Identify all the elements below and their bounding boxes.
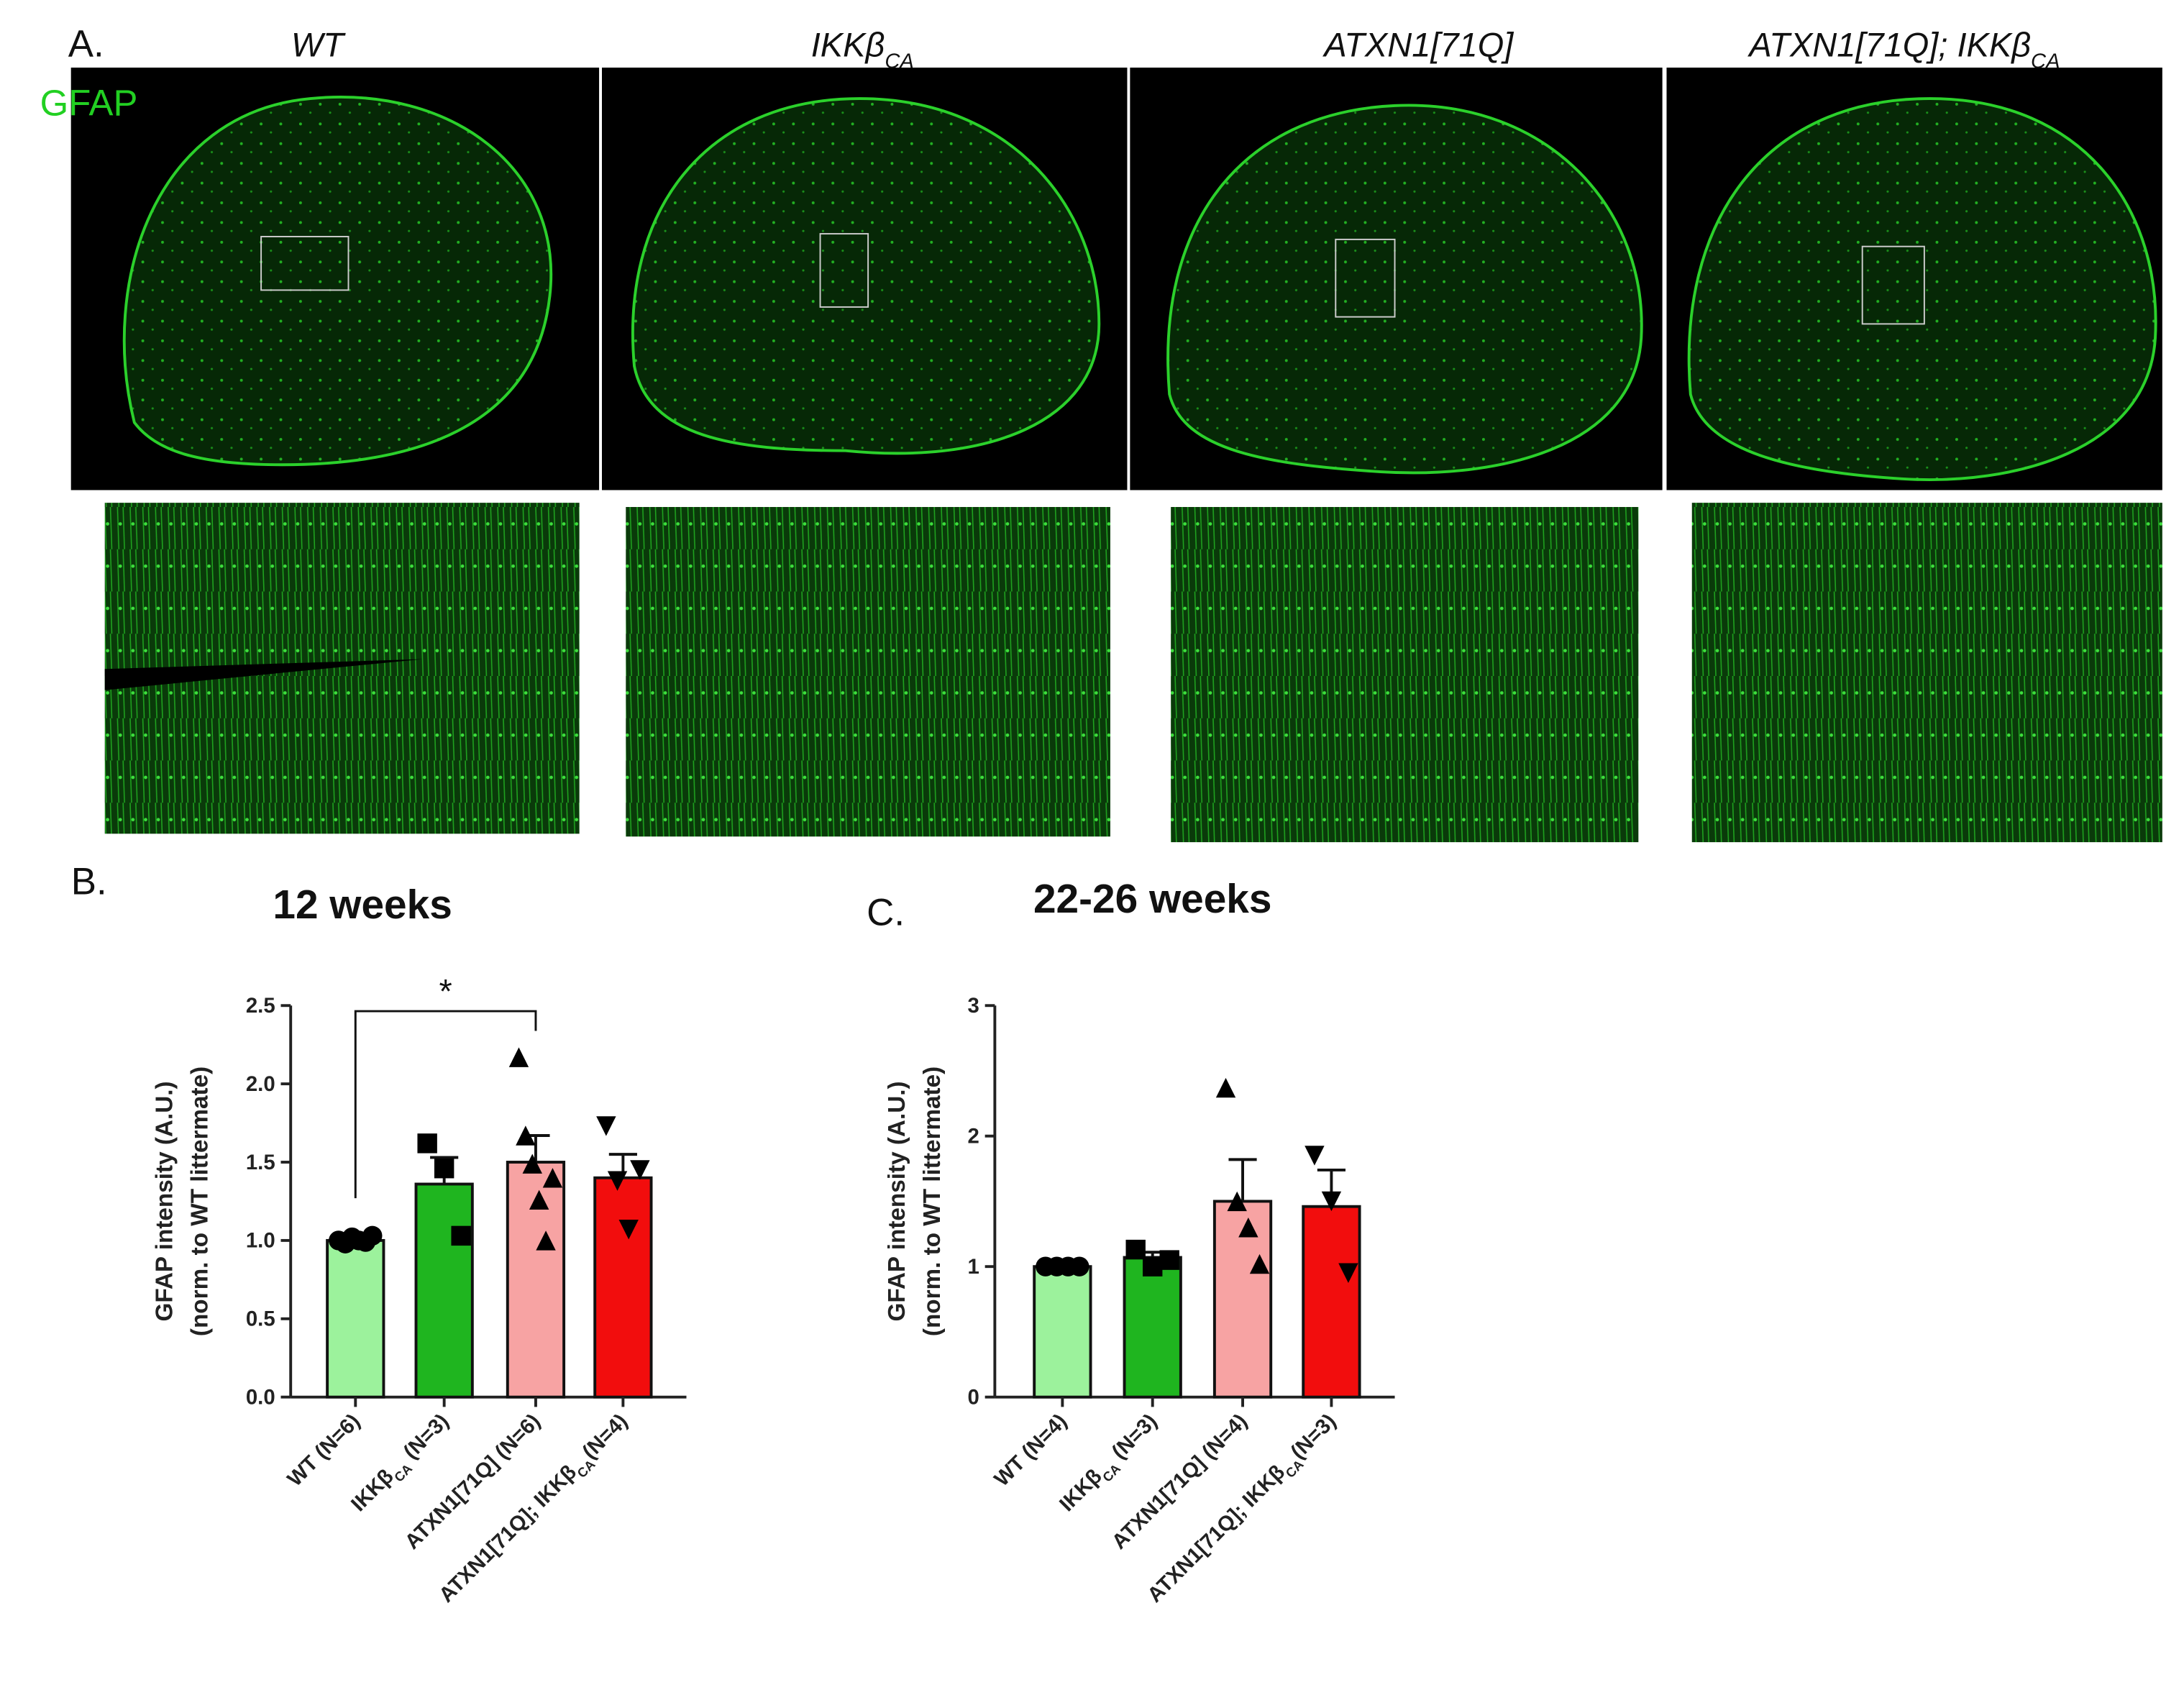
zoom-micrograph [1171,507,1639,843]
y-axis-label: GFAP intensity (A.U.) [152,1081,178,1321]
text-segment: WT (N=4) [990,1410,1072,1492]
y-tick-label: 2.0 [246,1072,275,1096]
text-segment: WT (N=6) [283,1410,365,1492]
text-segment: IKKβ [347,1464,398,1516]
genotype-label: ATXN1[71Q] [1322,25,1514,63]
data-point [417,1133,437,1154]
tissue [631,97,1101,455]
micrographs [70,68,2162,843]
zoom-micrograph [626,507,1110,837]
x-tick-label: ATXN1[71Q]; IKKβCA(N=4) [434,1410,636,1611]
tissue [1687,97,2157,481]
bar [1033,1265,1092,1399]
data-point [362,1225,383,1246]
text-segment: IKKβ [1055,1464,1107,1516]
x-tick-label: ATXN1[71Q]; IKKβCA(N=3) [1143,1410,1344,1611]
data-point [1338,1263,1358,1283]
data-point [1159,1250,1179,1270]
data-point [434,1159,454,1179]
y-axis-label: GFAP intensity (A.U.) [884,1081,910,1321]
text-segment: ATXN1[71Q] [1322,25,1514,63]
panel-label: A. [68,22,104,65]
y-tick-label: 0 [967,1385,979,1409]
bar [593,1176,653,1399]
data-point [630,1160,650,1180]
subscript: CA [885,50,913,73]
data-point [516,1125,536,1146]
y-axis-label: (norm. to WT littermate) [187,1066,214,1336]
text-segment: (N=3) [395,1410,454,1469]
zoom-micrograph [1691,503,2162,843]
subscript: CA [2031,50,2060,73]
y-tick-label: 3 [967,994,979,1018]
data-point [1125,1239,1146,1260]
genotype-label: WT [291,25,346,63]
inset-box [1861,245,1925,325]
data-point [1143,1256,1163,1276]
data-point [618,1219,639,1240]
text-segment: WT [291,25,346,63]
data-point [508,1047,529,1067]
y-tick-label: 0.0 [246,1385,275,1409]
bar [1302,1205,1361,1399]
y-tick-label: 2 [967,1125,979,1148]
x-tick-label: WT (N=4) [990,1410,1072,1492]
text-segment: ATXN1[71Q]; IKKβ [1747,25,2031,63]
data-point [529,1189,549,1210]
bar [326,1238,385,1399]
data-point [1305,1146,1325,1166]
chart-title: 12 weeks [273,882,452,928]
data-point [522,1154,542,1174]
y-axis-label: (norm. to WT littermate) [919,1066,946,1336]
y-tick-label: 0.5 [246,1307,275,1331]
y-tick-label: 2.5 [246,994,275,1018]
data-point [607,1171,628,1191]
data-point [1069,1256,1089,1276]
bar [1123,1256,1182,1399]
significance-bracket [354,1010,537,1199]
data-point [451,1225,471,1246]
data-point [1321,1191,1342,1212]
significance-label: * [439,972,452,1010]
data-point [542,1168,563,1188]
data-point [1249,1253,1270,1274]
chart-title: 22-26 weeks [1033,877,1271,922]
text-segment: (N=3) [1286,1410,1340,1464]
data-point [596,1116,616,1136]
tissue [122,96,553,467]
error-bar [1228,1158,1257,1202]
inset-box [260,236,349,291]
stain-label: GFAP [40,83,138,124]
genotype-label: ATXN1[71Q]; IKKβCA [1747,25,2060,73]
text-segment: (N=3) [1103,1410,1162,1469]
x-tick-label: WT (N=6) [283,1410,365,1492]
text-segment: IKKβ [811,25,885,63]
data-point [1215,1077,1236,1098]
panel-label: C. [867,892,905,934]
y-tick-label: 1.5 [246,1151,275,1174]
y-tick-label: 1.0 [246,1229,275,1253]
bar [414,1182,474,1399]
data-point [536,1230,556,1251]
tissue [1166,104,1643,475]
panel-label: B. [71,861,107,903]
data-point [1238,1218,1258,1238]
inset-box [1335,238,1396,318]
y-tick-label: 1 [967,1255,979,1279]
text-segment: (N=4) [577,1410,632,1464]
genotype-label: IKKβCA [811,25,914,73]
data-point [1227,1191,1247,1212]
inset-box [819,233,869,308]
